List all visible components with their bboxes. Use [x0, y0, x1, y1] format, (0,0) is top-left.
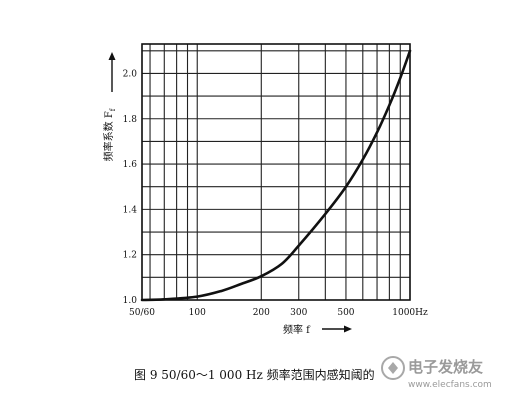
- watermark-url: www.elecfans.com: [408, 380, 492, 390]
- watermark: 电子发烧友 www.elecfans.com: [381, 356, 492, 390]
- x-tick-label: 100: [189, 308, 206, 318]
- figure-caption: 图 9 50/60～1 000 Hz 频率范围内感知阈的: [134, 367, 375, 382]
- x-tick-label: 1000Hz: [392, 308, 428, 318]
- y-tick-label: 1.0: [123, 296, 138, 306]
- vertical-gridlines: [141, 44, 411, 300]
- x-tick-label: 300: [290, 308, 307, 318]
- watermark-brand: 电子发烧友: [408, 358, 483, 376]
- x-tick-labels: 50/60 100 200 300 500 1000Hz: [129, 308, 428, 318]
- x-axis-label: 频率 f: [283, 323, 311, 336]
- series-line: [140, 49, 412, 302]
- y-tick-label: 1.8: [123, 115, 138, 125]
- y-tick-label: 2.0: [123, 69, 138, 79]
- x-axis-arrowhead: [344, 325, 352, 333]
- y-tick-label: 1.2: [123, 251, 137, 261]
- x-tick-label: 50/60: [129, 308, 155, 318]
- plot-frame: [141, 43, 411, 301]
- y-tick-labels: 1.0 1.2 1.4 1.6 1.8 2.0: [123, 69, 138, 306]
- watermark-logo-icon: [381, 356, 405, 380]
- y-axis-label: 频率系数 Ff: [102, 107, 117, 161]
- y-tick-label: 1.6: [123, 160, 138, 170]
- x-tick-label: 500: [337, 308, 354, 318]
- x-tick-label: 200: [253, 308, 270, 318]
- y-axis-label-subscript: f: [109, 107, 117, 111]
- watermark-logo-mark: [388, 362, 398, 374]
- horizontal-gridlines: [142, 50, 410, 301]
- y-tick-label: 1.4: [123, 205, 138, 215]
- y-axis-arrowhead: [108, 52, 116, 60]
